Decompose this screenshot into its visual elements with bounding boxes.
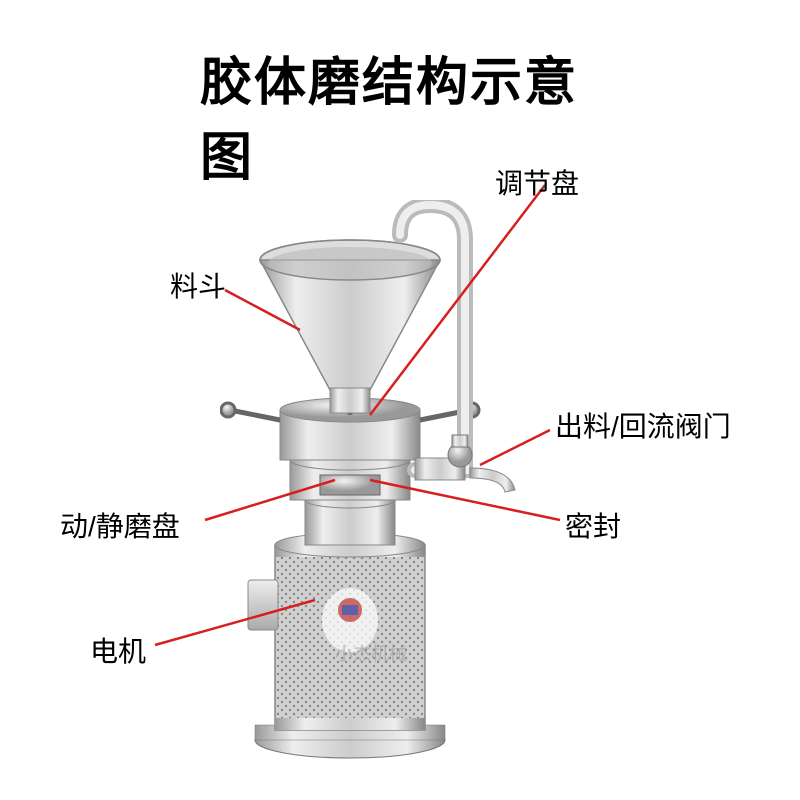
label-seal: 密封 <box>565 505 621 545</box>
label-motor: 电机 <box>90 630 146 670</box>
label-adjust-disc: 调节盘 <box>495 162 579 202</box>
label-output-valve: 出料/回流阀门 <box>555 405 731 445</box>
label-hopper: 料斗 <box>170 265 226 305</box>
label-grinding-disc: 动/静磨盘 <box>60 505 180 545</box>
watermark-text: 小杰机械 <box>335 640 407 666</box>
machine-illustration <box>220 200 520 760</box>
